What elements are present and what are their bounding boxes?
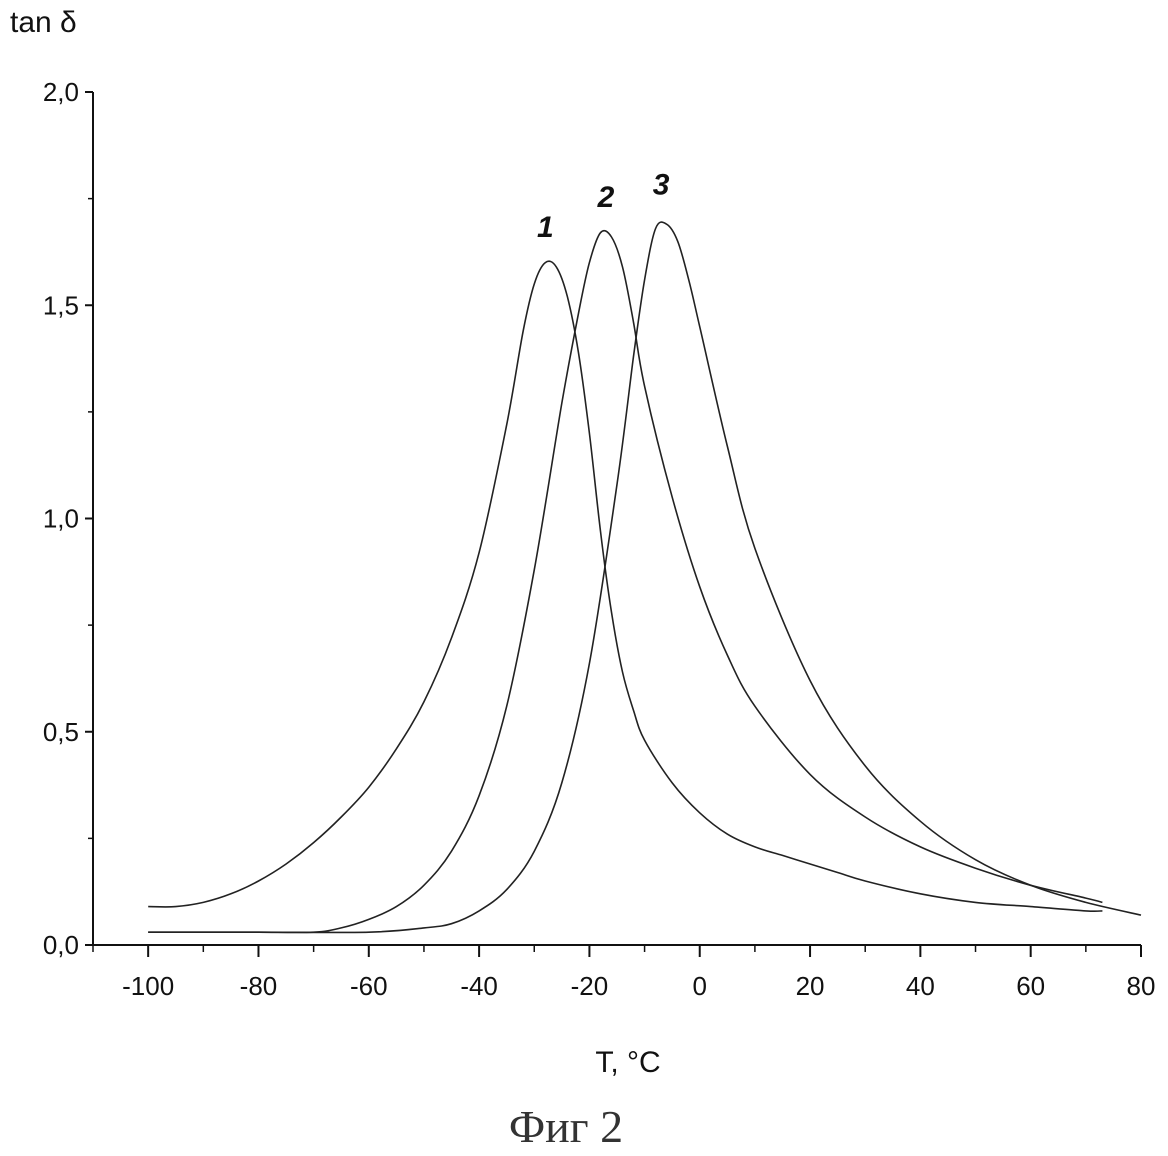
x-tick-label: 80	[1127, 971, 1156, 1001]
y-tick-label: 0,5	[43, 717, 79, 747]
x-tick-label: -80	[240, 971, 278, 1001]
x-tick-label: 60	[1016, 971, 1045, 1001]
x-tick-label: -100	[122, 971, 174, 1001]
series-label-2: 2	[597, 181, 615, 214]
y-tick-label: 1,0	[43, 504, 79, 534]
series-label-3: 3	[653, 168, 670, 201]
y-tick-label: 1,5	[43, 290, 79, 320]
labels: tan δ T, °C Фиг 2	[10, 6, 661, 1152]
series-label-1: 1	[537, 211, 554, 244]
x-tick-label: 20	[796, 971, 825, 1001]
axes: 0,0 0,5 1,0 1,5 2,0 -100 -80 -60 -40 -20 0 20 40 60 80	[43, 77, 1156, 1001]
x-tick-label: -60	[350, 971, 388, 1001]
x-axis-title: T, °C	[595, 1046, 660, 1079]
series-line-1	[148, 261, 1102, 911]
y-axis-title: tan δ	[10, 6, 77, 39]
x-tick-label: -20	[571, 971, 609, 1001]
x-tick-label: 0	[693, 971, 707, 1001]
x-tick-label: 40	[906, 971, 935, 1001]
series-group: 1 2 3	[148, 168, 1141, 932]
y-tick-label: 0,0	[43, 930, 79, 960]
y-tick-label: 2,0	[43, 77, 79, 107]
series-line-3	[148, 222, 1141, 932]
figure-caption: Фиг 2	[509, 1101, 623, 1152]
x-tick-label: -40	[460, 971, 498, 1001]
series-line-2	[148, 231, 1102, 933]
